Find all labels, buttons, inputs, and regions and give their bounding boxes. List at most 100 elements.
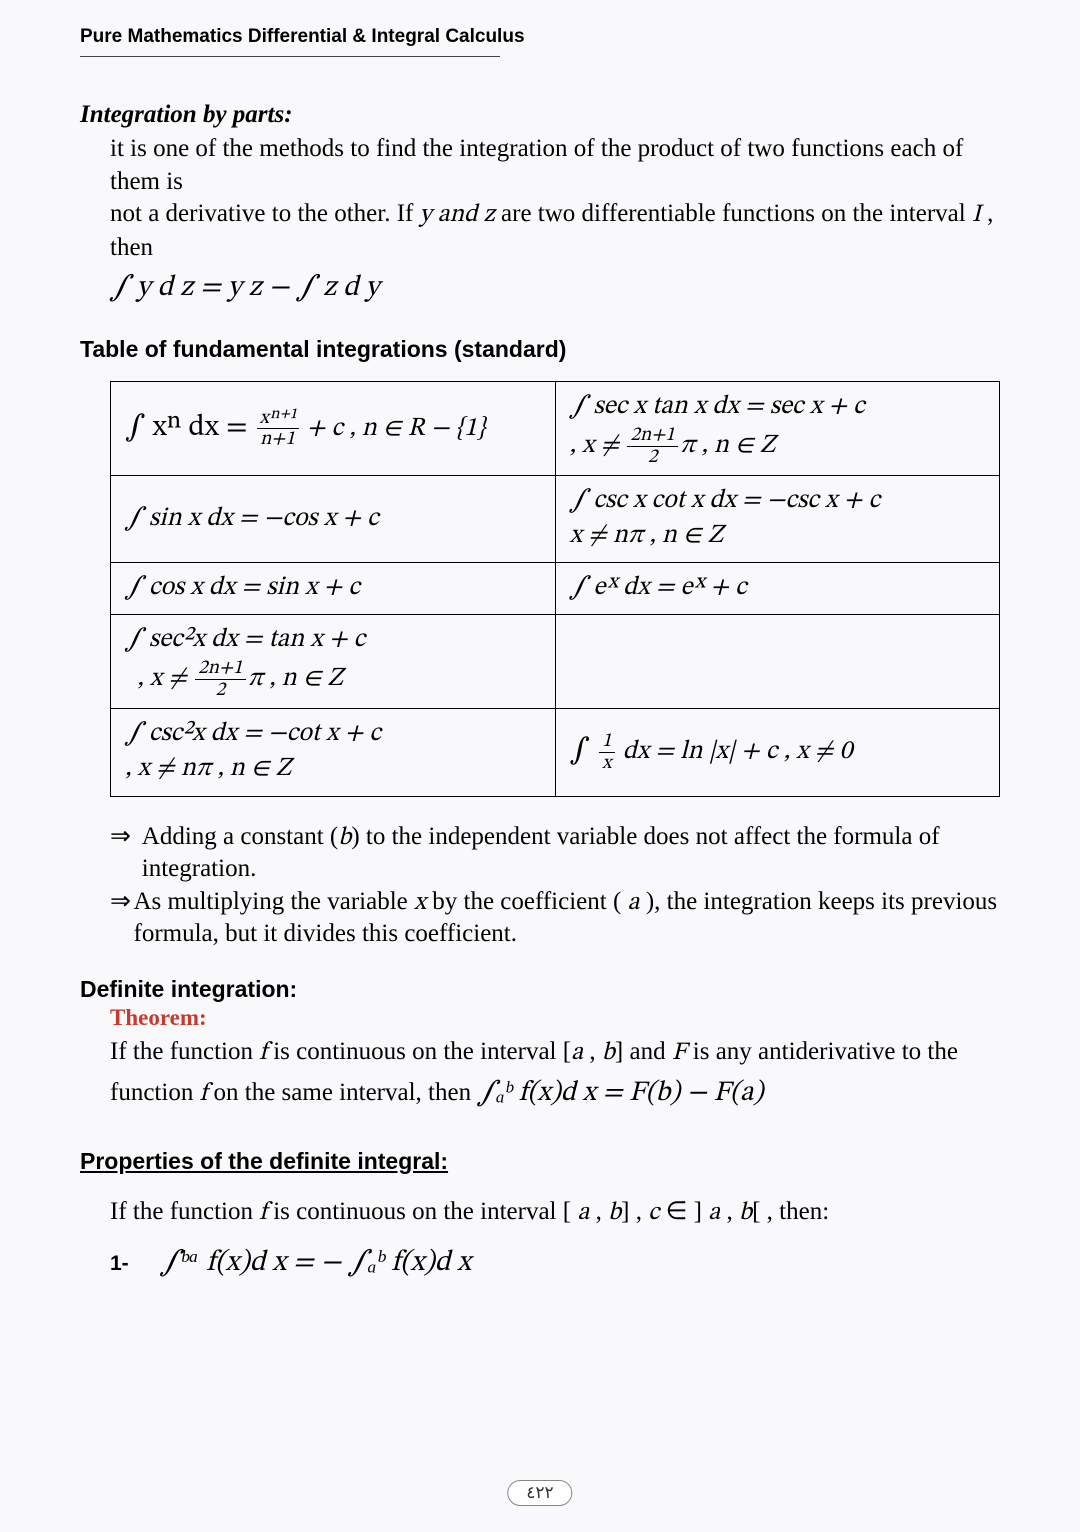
- cell-line2b: π , n ∈ Z: [248, 667, 343, 693]
- cell-line1: ∫ sec²x dx = tan x + c: [125, 627, 365, 653]
- t1b: is continuous on the interval [: [267, 1038, 571, 1065]
- t-f: f: [259, 1040, 267, 1065]
- page-number-badge: ٤٢٢: [507, 1480, 572, 1506]
- note-1-text: Adding a constant (b) to the independent…: [142, 821, 1000, 885]
- p-b: b: [608, 1200, 621, 1225]
- frac-num: 1: [599, 731, 615, 752]
- page-header: Pure Mathematics Differential & Integral…: [80, 26, 1000, 56]
- p1e: ∈ ]: [659, 1198, 708, 1225]
- frac-den: x: [599, 753, 615, 773]
- n2a: As multiplying the variable: [134, 888, 415, 915]
- frac-den: 2: [627, 447, 678, 467]
- n1a: Adding a constant (: [142, 823, 338, 850]
- t1a: If the function: [110, 1038, 259, 1065]
- t-F: F: [672, 1040, 687, 1065]
- properties-title: Properties of the definite integral:: [80, 1148, 1000, 1175]
- cell-line1: ∫ sec x tan x dx = sec x + c: [570, 394, 865, 420]
- p-c: c: [648, 1200, 659, 1225]
- note-2-text: As multiplying the variable x by the coe…: [134, 886, 1001, 950]
- frac: 1x: [599, 731, 615, 773]
- document-page: Pure Mathematics Differential & Integral…: [0, 0, 1080, 1532]
- arrow-icon: ⇒: [110, 886, 134, 950]
- ibp-text-line2a: not a derivative to the other. If: [110, 200, 420, 227]
- notes-block: ⇒ Adding a constant (b) to the independe…: [110, 821, 1000, 950]
- t2b: on the same interval, then: [207, 1079, 477, 1106]
- cell-sec-tan: ∫ sec x tan x dx = sec x + c , x ≠ 2n+12…: [555, 382, 1000, 476]
- t2a: function: [110, 1079, 200, 1106]
- frac: 2n+12: [195, 658, 246, 700]
- property-1-formula: ∫ᵇᵃ f(x)d x = − ∫ₐᵇ f(x)d x: [160, 1248, 471, 1277]
- cell-exp: ∫ eˣ dx = eˣ + c: [555, 563, 1000, 615]
- table-row: ∫ cos x dx = sin x + c ∫ eˣ dx = eˣ + c: [111, 563, 1000, 615]
- list-number-1: 1-: [110, 1248, 154, 1280]
- p1a: If the function: [110, 1198, 259, 1225]
- p1g: [ , then:: [752, 1198, 829, 1225]
- int-sym: ∫: [570, 737, 597, 767]
- cell-csc-cot: ∫ csc x cot x dx = −csc x + c x ≠ nπ , n…: [555, 476, 1000, 563]
- frac-den: n+1: [257, 429, 299, 449]
- n1-b: b: [338, 825, 351, 850]
- cell-1overx: ∫ 1x dx = ln |x| + c , x ≠ 0: [555, 709, 1000, 796]
- cell-tail: dx = ln |x| + c , x ≠ 0: [617, 740, 853, 766]
- ibp-yz: y and z: [420, 202, 495, 227]
- table-row: ∫ xⁿ dx = xⁿ⁺¹n+1 + c , n ∈ R − {1} ∫ se…: [111, 382, 1000, 476]
- cell-cos: ∫ cos x dx = sin x + c: [111, 563, 556, 615]
- cell-line1: ∫ csc x cot x dx = −csc x + c: [570, 488, 881, 514]
- t-b: b: [602, 1040, 615, 1065]
- cell-csc2: ∫ csc²x dx = −cot x + c , x ≠ nπ , n ∈ Z: [111, 709, 556, 796]
- note-1: ⇒ Adding a constant (b) to the independe…: [110, 821, 1000, 885]
- note-2: ⇒ As multiplying the variable x by the c…: [110, 886, 1000, 950]
- table-row: ∫ csc²x dx = −cot x + c , x ≠ nπ , n ∈ Z…: [111, 709, 1000, 796]
- header-rule: [80, 56, 500, 57]
- theorem-body: If the function f is continuous on the i…: [110, 1033, 1000, 1116]
- frac-num: xⁿ⁺¹: [257, 408, 299, 429]
- ibp-text-line1: it is one of the methods to find the int…: [110, 135, 963, 195]
- integration-by-parts-title: Integration by parts:: [80, 101, 1000, 129]
- ibp-text-line2b: are two differentiable functions on the …: [495, 200, 972, 227]
- arrow-icon: ⇒: [110, 821, 142, 885]
- cell-line2: , x ≠ nπ , n ∈ Z: [125, 756, 291, 782]
- cell-line2: x ≠ nπ , n ∈ Z: [570, 523, 724, 549]
- table-row: ∫ sec²x dx = tan x + c , x ≠ 2n+12π , n …: [111, 615, 1000, 709]
- n2c: by the coefficient (: [426, 888, 628, 915]
- frac-num: 2n+1: [195, 658, 246, 679]
- p1f: ,: [720, 1198, 739, 1225]
- p1b: is continuous on the interval [: [267, 1198, 577, 1225]
- cell-line1: ∫ csc²x dx = −cot x + c: [125, 721, 381, 747]
- cell-line2b: π , n ∈ Z: [680, 433, 775, 459]
- n2-a-var: a: [628, 890, 640, 915]
- t1d: ] and: [615, 1038, 672, 1065]
- t1e: is any antiderivative to the: [687, 1038, 958, 1065]
- p-a: a: [577, 1200, 589, 1225]
- p-f: f: [259, 1200, 267, 1225]
- n2-x: x: [414, 890, 426, 915]
- frac-den: 2: [195, 680, 246, 700]
- theorem-formula: ∫ₐᵇ f(x)d x = F(b) − F(a): [477, 1079, 763, 1107]
- integration-by-parts-formula: ∫ y d z = y z − ∫ z d y: [110, 270, 1000, 306]
- definite-integration-title: Definite integration:: [80, 976, 1000, 1003]
- p1c: ,: [589, 1198, 608, 1225]
- cell-power-rule: ∫ xⁿ dx = xⁿ⁺¹n+1 + c , n ∈ R − {1}: [111, 382, 556, 476]
- cell-empty: [555, 615, 1000, 709]
- integration-by-parts-text: it is one of the methods to find the int…: [110, 133, 1000, 264]
- p-b2: b: [739, 1200, 752, 1225]
- cell-tail: + c , n ∈ R − {1}: [301, 416, 486, 442]
- properties-body: If the function f is continuous on the i…: [110, 1193, 1000, 1285]
- frac-num: 2n+1: [627, 425, 678, 446]
- cell-sec2: ∫ sec²x dx = tan x + c , x ≠ 2n+12π , n …: [111, 615, 556, 709]
- p-a2: a: [708, 1200, 720, 1225]
- theorem-label: Theorem:: [110, 1005, 1000, 1031]
- cell-line2a: , x ≠: [570, 433, 626, 459]
- t1c: ,: [583, 1038, 602, 1065]
- table-row: ∫ sin x dx = −cos x + c ∫ csc x cot x dx…: [111, 476, 1000, 563]
- cell-line2a: , x ≠: [137, 667, 193, 693]
- integrals-table: ∫ xⁿ dx = xⁿ⁺¹n+1 + c , n ∈ R − {1} ∫ se…: [110, 381, 1000, 797]
- p1d: ] ,: [621, 1198, 648, 1225]
- frac: xⁿ⁺¹n+1: [257, 408, 299, 450]
- cell-sin: ∫ sin x dx = −cos x + c: [111, 476, 556, 563]
- frac: 2n+12: [627, 425, 678, 467]
- ibp-I: I: [972, 202, 981, 227]
- table-title: Table of fundamental integrations (stand…: [80, 336, 1000, 363]
- t-a: a: [571, 1040, 583, 1065]
- int-sym: ∫ xⁿ dx =: [125, 413, 255, 443]
